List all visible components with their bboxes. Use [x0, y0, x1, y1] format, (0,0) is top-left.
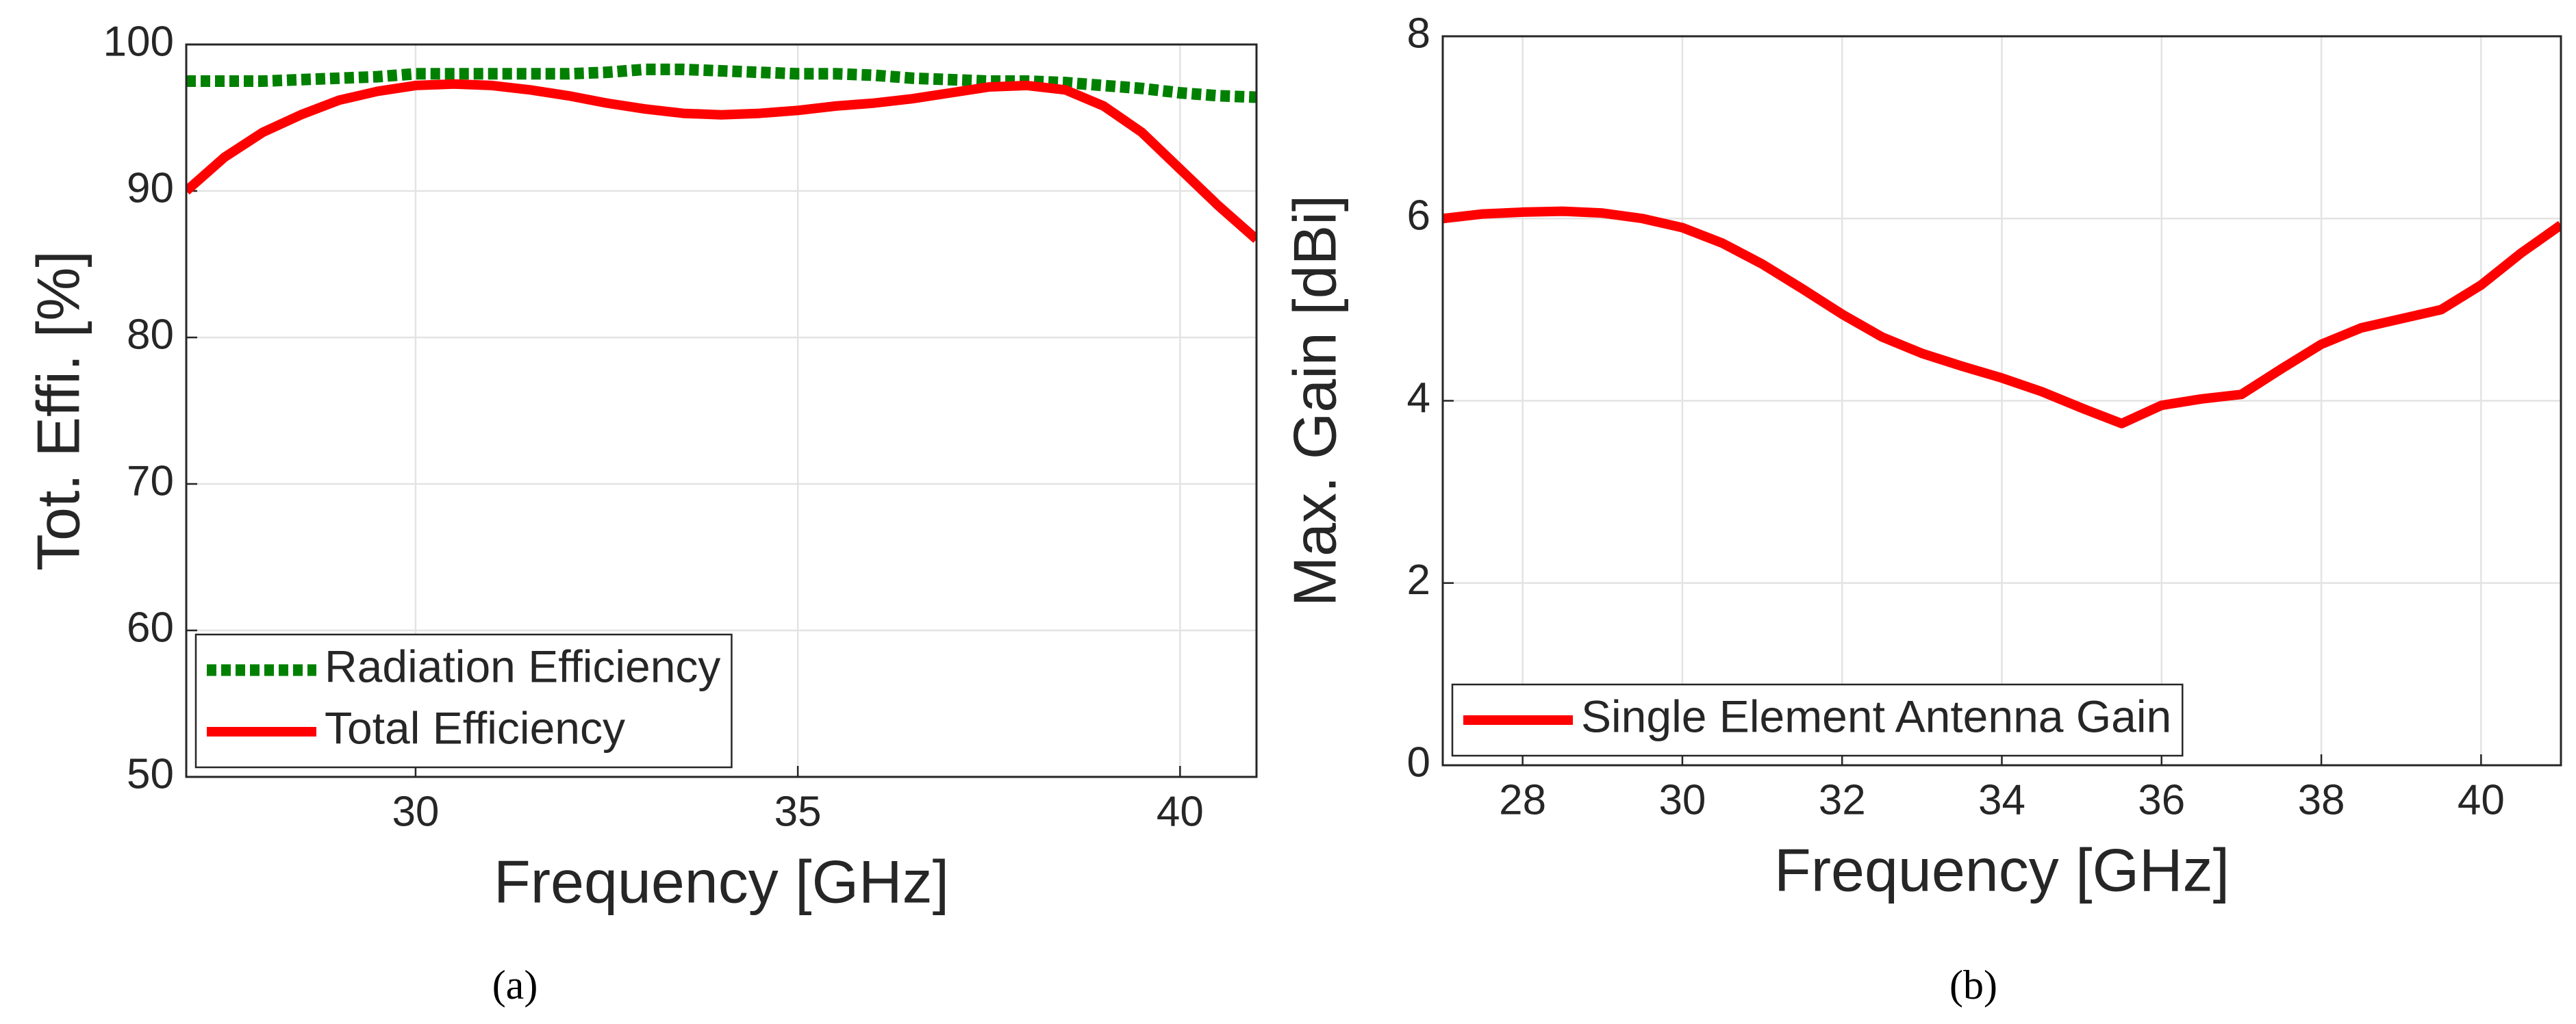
y-tick-label: 2: [1407, 556, 1430, 604]
y-tick-label: 70: [127, 457, 174, 504]
x-tick-label: 40: [1157, 788, 1204, 835]
axes-box: [1441, 35, 2562, 767]
y-tick-label: 6: [1407, 192, 1430, 240]
x-axis-label: Frequency [GHz]: [1774, 836, 2230, 904]
y-tick-label: 4: [1407, 374, 1430, 422]
y-tick-label: 80: [127, 311, 174, 358]
x-tick-label: 34: [1978, 776, 2025, 823]
series-line: [1443, 206, 2561, 428]
y-tick-label: 100: [103, 18, 174, 65]
legend-box: [194, 633, 733, 769]
x-tick-label: 30: [392, 788, 439, 835]
legend-label: Single Element Antenna Gain: [1581, 691, 2171, 741]
y-tick-label: 0: [1407, 739, 1430, 786]
x-tick-label: 28: [1499, 776, 1546, 823]
y-axis-label: Tot. Effi. [%]: [24, 251, 92, 571]
legend-box: [1451, 683, 2184, 757]
x-tick-label: 38: [2298, 776, 2345, 823]
chart: 28 30 32 34 36 38 40 0 2 4 6 8 Frequency [GHz] Max. G…: [1280, 10, 2562, 1008]
x-tick-label: 36: [2138, 776, 2185, 823]
axes-box: [185, 43, 1258, 778]
x-tick-label: 32: [1819, 776, 1866, 823]
series-line: [186, 63, 1257, 103]
chart: 30 35 40 50 60 70 80 90 100 Frequency [GHz] Tot. E…: [24, 18, 1258, 1008]
y-tick-label: 50: [127, 750, 174, 797]
y-axis-label: Max. Gain [dBi]: [1280, 195, 1348, 607]
caption: (b): [1949, 962, 1997, 1008]
y-tick-label: 8: [1407, 10, 1430, 57]
series-line: [186, 79, 1257, 243]
legend: Single Element Antenna Gain: [1451, 683, 2184, 757]
caption: (a): [492, 962, 538, 1008]
legend-label: Radiation Efficiency: [325, 641, 720, 691]
x-tick-label: 40: [2458, 776, 2505, 823]
y-tick-label: 60: [127, 604, 174, 651]
y-tick-label: 90: [127, 164, 174, 212]
x-tick-label: 30: [1658, 776, 1706, 823]
legend: Radiation Efficiency Total Efficiency: [194, 633, 733, 769]
legend-label: Total Efficiency: [325, 702, 625, 753]
x-tick-label: 35: [774, 788, 822, 835]
x-axis-label: Frequency [GHz]: [494, 847, 949, 915]
